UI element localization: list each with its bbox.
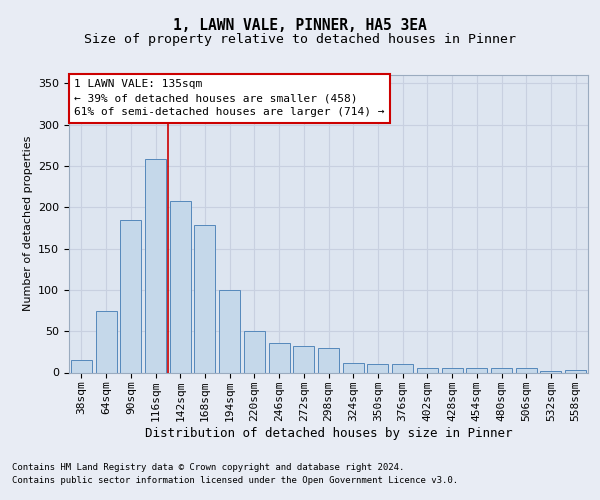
- Bar: [367, 364, 388, 372]
- Bar: [71, 360, 92, 372]
- Bar: [565, 370, 586, 372]
- Bar: [318, 348, 339, 372]
- Bar: [392, 364, 413, 372]
- Bar: [516, 368, 537, 372]
- Bar: [120, 220, 141, 372]
- Bar: [219, 290, 240, 372]
- Bar: [343, 362, 364, 372]
- Text: Distribution of detached houses by size in Pinner: Distribution of detached houses by size …: [145, 428, 512, 440]
- Bar: [95, 310, 116, 372]
- Y-axis label: Number of detached properties: Number of detached properties: [23, 136, 32, 312]
- Bar: [466, 368, 487, 372]
- Bar: [145, 160, 166, 372]
- Bar: [541, 371, 562, 372]
- Bar: [417, 368, 438, 372]
- Text: 1 LAWN VALE: 135sqm
← 39% of detached houses are smaller (458)
61% of semi-detac: 1 LAWN VALE: 135sqm ← 39% of detached ho…: [74, 80, 385, 118]
- Text: Size of property relative to detached houses in Pinner: Size of property relative to detached ho…: [84, 32, 516, 46]
- Text: 1, LAWN VALE, PINNER, HA5 3EA: 1, LAWN VALE, PINNER, HA5 3EA: [173, 18, 427, 32]
- Text: Contains HM Land Registry data © Crown copyright and database right 2024.: Contains HM Land Registry data © Crown c…: [12, 462, 404, 471]
- Bar: [491, 368, 512, 372]
- Text: Contains public sector information licensed under the Open Government Licence v3: Contains public sector information licen…: [12, 476, 458, 485]
- Bar: [442, 368, 463, 372]
- Bar: [194, 226, 215, 372]
- Bar: [170, 200, 191, 372]
- Bar: [244, 331, 265, 372]
- Bar: [269, 343, 290, 372]
- Bar: [293, 346, 314, 372]
